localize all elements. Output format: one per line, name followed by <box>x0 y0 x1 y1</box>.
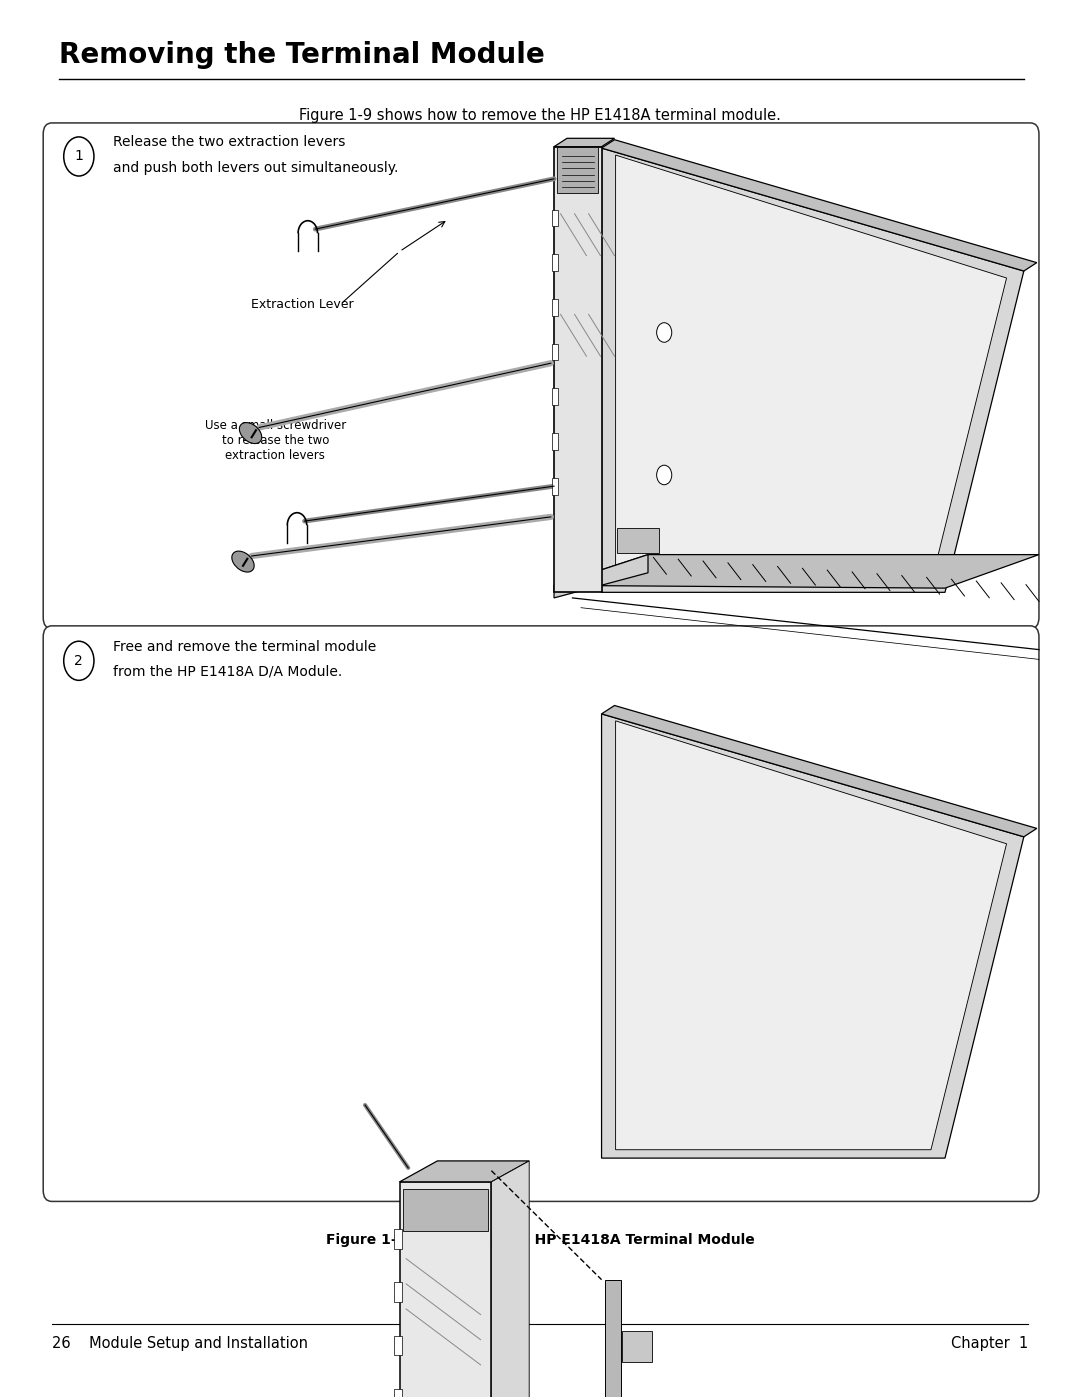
Text: 2: 2 <box>75 654 83 668</box>
Polygon shape <box>602 148 1024 592</box>
Bar <box>400 1182 491 1397</box>
Bar <box>552 210 558 226</box>
Polygon shape <box>616 721 1007 1150</box>
Bar <box>552 299 558 316</box>
Bar <box>394 1336 402 1355</box>
Text: Use a small screwdriver
to release the two
extraction levers: Use a small screwdriver to release the t… <box>205 419 346 462</box>
Text: Figure 1-9 shows how to remove the HP E1418A terminal module.: Figure 1-9 shows how to remove the HP E1… <box>299 108 781 123</box>
Bar <box>394 1282 402 1302</box>
Bar <box>394 1389 402 1397</box>
Bar <box>554 147 602 592</box>
Polygon shape <box>617 528 659 553</box>
Text: 26    Module Setup and Installation: 26 Module Setup and Installation <box>52 1337 308 1351</box>
Text: and push both levers out simultaneously.: and push both levers out simultaneously. <box>113 161 399 175</box>
Bar <box>552 388 558 405</box>
Circle shape <box>657 323 672 342</box>
FancyBboxPatch shape <box>43 123 1039 629</box>
Text: Free and remove the terminal module: Free and remove the terminal module <box>113 640 377 654</box>
Bar <box>605 1280 621 1397</box>
Text: from the HP E1418A D/A Module.: from the HP E1418A D/A Module. <box>113 665 342 679</box>
Polygon shape <box>491 1161 529 1397</box>
Polygon shape <box>616 155 1007 584</box>
Polygon shape <box>602 714 1024 1158</box>
Polygon shape <box>602 140 1037 271</box>
Circle shape <box>657 465 672 485</box>
Bar <box>403 1189 488 1231</box>
Ellipse shape <box>232 550 254 573</box>
Polygon shape <box>554 138 615 147</box>
Polygon shape <box>554 555 648 598</box>
Bar <box>394 1229 402 1249</box>
FancyBboxPatch shape <box>43 626 1039 1201</box>
Ellipse shape <box>240 422 261 444</box>
Bar <box>552 254 558 271</box>
Bar <box>552 433 558 450</box>
Bar <box>557 147 598 193</box>
Text: 1: 1 <box>75 149 83 163</box>
Text: Release the two extraction levers: Release the two extraction levers <box>113 136 346 149</box>
Polygon shape <box>602 705 1037 837</box>
Bar <box>552 478 558 495</box>
Text: Extraction Lever: Extraction Lever <box>251 298 353 312</box>
Polygon shape <box>400 1161 529 1182</box>
Bar <box>552 344 558 360</box>
Text: Chapter  1: Chapter 1 <box>950 1337 1028 1351</box>
Text: Figure 1-9.  Removing the HP E1418A Terminal Module: Figure 1-9. Removing the HP E1418A Termi… <box>326 1232 754 1248</box>
Bar <box>622 1331 652 1362</box>
Polygon shape <box>554 555 1039 588</box>
Text: Removing the Terminal Module: Removing the Terminal Module <box>59 41 545 68</box>
